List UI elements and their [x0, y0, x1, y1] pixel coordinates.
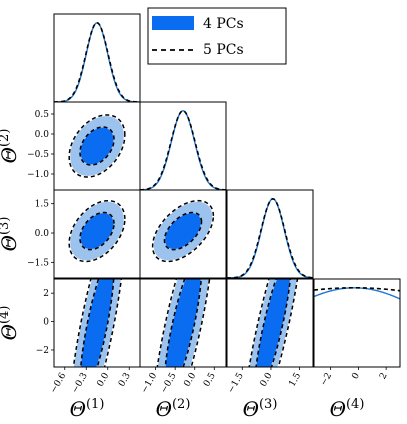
x-axis-label-3: Θ(3) [243, 397, 278, 421]
x-axis-label-1: Θ(1) [70, 397, 105, 421]
contour-2sigma-5pcs [68, 199, 126, 263]
legend: 4 PCs 5 PCs [147, 7, 287, 65]
contour-1sigma-5pcs [79, 126, 115, 166]
panel-frame [139, 278, 227, 368]
x-tick-label: 2 [378, 371, 390, 381]
x-tick-label: −0.6 [49, 371, 69, 395]
panel-3-3 [227, 197, 313, 278]
y-axis-label-2: Θ(2) [0, 129, 21, 164]
marginal-4pcs-3 [227, 198, 313, 278]
x-tick-label: −0.5 [159, 371, 179, 395]
panel-2-4 [156, 279, 211, 367]
panel-frame [139, 101, 227, 191]
y-axis-label-4: Θ(4) [0, 306, 21, 341]
panel-frame [139, 189, 227, 279]
y-tick-label: 1.5 [35, 200, 50, 210]
marginal-5pcs-4 [314, 287, 400, 292]
y-tick-label: −1.0 [27, 170, 49, 180]
x-tick-label: 0.0 [259, 371, 275, 389]
x-tick-label: −1.5 [226, 371, 246, 395]
y-tick-label: 0.0 [35, 130, 50, 140]
y-tick-label: 2 [43, 289, 49, 299]
x-axis-label-2: Θ(2) [156, 397, 191, 421]
panels-layer [53, 13, 401, 368]
contour-1sigma-5pcs [163, 211, 203, 251]
panel-3-4 [248, 279, 299, 367]
x-tick-label: 0.0 [96, 371, 112, 389]
x-tick-label: −1.0 [140, 371, 160, 395]
contour-1sigma-5pcs [255, 279, 292, 367]
x-tick-label: 1.5 [287, 371, 303, 389]
contour-1sigma-4pcs [80, 127, 114, 165]
contour-2sigma-5pcs [151, 199, 215, 263]
contour-1sigma-4pcs [165, 279, 201, 367]
y-tick-label: −1.5 [27, 258, 49, 268]
x-tick-label: −2 [319, 371, 334, 388]
panel-1-4 [72, 279, 123, 367]
contour-2sigma-5pcs [72, 279, 123, 367]
panel-2-3 [151, 199, 215, 263]
contour-2sigma-5pcs [248, 279, 299, 367]
panel-2-2 [140, 109, 226, 190]
marginal-4pcs-2 [140, 110, 226, 190]
y-tick-label: 0.5 [35, 110, 50, 120]
legend-label-4pcs: 4 PCs [203, 16, 244, 32]
x-tick-label: 0.3 [117, 371, 133, 389]
marginal-5pcs-1 [54, 21, 140, 102]
legend-swatch-4pcs [152, 16, 194, 30]
contour-1sigma-4pcs [165, 213, 201, 249]
panel-4-4 [314, 287, 400, 300]
panel-1-3 [68, 199, 126, 263]
panel-1-1 [54, 21, 140, 102]
panel-frame [226, 189, 314, 279]
x-tick-label: 0.5 [202, 371, 218, 389]
y-tick-label: 0.0 [35, 229, 50, 239]
labels-layer: −1.0−0.50.00.5−1.50.01.5−202−0.6 −0.3 0.0 0… [0, 110, 390, 421]
panel-frame [313, 278, 401, 368]
panel-1-2 [68, 114, 126, 178]
y-tick-label: −2 [36, 346, 49, 356]
marginal-4pcs-1 [54, 22, 140, 102]
contour-2sigma-5pcs [68, 114, 126, 178]
marginal-5pcs-3 [227, 197, 313, 278]
x-axis-label-4: Θ(4) [330, 397, 365, 421]
y-tick-label: 0 [43, 318, 49, 328]
contour-1sigma-4pcs [256, 279, 290, 367]
contour-1sigma-5pcs [79, 211, 115, 251]
y-axis-label-3: Θ(3) [0, 217, 21, 252]
x-tick-label: −0.3 [70, 371, 90, 395]
x-tick-label: 0 [350, 371, 362, 381]
contour-1sigma-4pcs [81, 279, 114, 367]
panel-frame [53, 13, 141, 103]
x-tick-label: 0.0 [183, 371, 199, 389]
legend-label-5pcs: 5 PCs [203, 42, 244, 58]
y-tick-label: −0.5 [27, 150, 49, 160]
marginal-5pcs-2 [140, 109, 226, 190]
panel-frame [226, 278, 314, 368]
contour-1sigma-4pcs [80, 213, 114, 249]
